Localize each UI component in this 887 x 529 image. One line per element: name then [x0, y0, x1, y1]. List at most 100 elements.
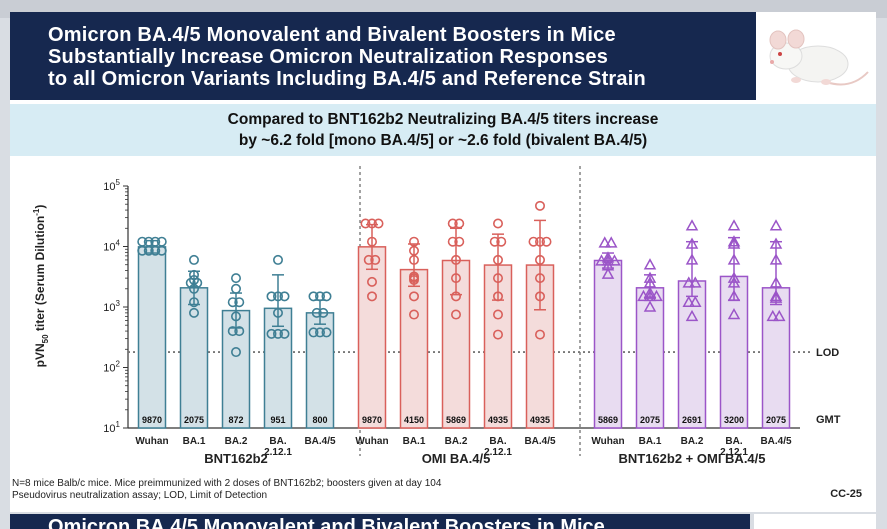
data-point: [598, 236, 612, 248]
data-point: [321, 291, 332, 302]
data-point: [408, 291, 419, 302]
y-axis-label-part: 50: [41, 334, 50, 343]
data-point: [492, 329, 503, 340]
gmt-value-label: 2075: [766, 415, 786, 425]
data-point: [688, 295, 702, 307]
data-point: [685, 219, 699, 231]
x-tick-label: BA.4/5: [760, 436, 792, 447]
data-point: [308, 327, 319, 338]
data-point: [279, 291, 290, 302]
data-point: [643, 258, 657, 270]
data-point: [769, 289, 783, 302]
x-tick-label: Wuhan: [135, 436, 168, 447]
y-tick-label: 102: [103, 360, 120, 375]
data-point: [272, 291, 283, 302]
data-point: [272, 307, 283, 318]
data-point: [534, 236, 545, 247]
x-tick-label: Wuhan: [355, 436, 388, 447]
titer-chart: pVN50 titer (Serum Dilution-1) 101102103…: [32, 166, 841, 466]
data-point: [231, 311, 242, 322]
data-point: [727, 271, 741, 283]
mouse-image: [756, 12, 876, 100]
data-point: [366, 236, 377, 247]
gmt-value-label: 951: [270, 415, 285, 425]
data-point: [189, 297, 200, 308]
data-point: [643, 289, 657, 302]
bar: [137, 246, 167, 429]
data-point: [454, 236, 465, 247]
data-point: [682, 295, 696, 307]
data-point: [150, 236, 161, 247]
data-point: [450, 273, 461, 284]
data-point: [266, 328, 277, 339]
data-point: [727, 219, 741, 231]
x-tick-label: BA.4/5: [524, 436, 556, 447]
data-point: [772, 309, 786, 322]
subheading-line-2: by ~6.2 fold [mono BA.4/5] or ~2.6 fold …: [238, 132, 648, 149]
slide: Omicron BA.4/5 Monovalent and Bivalent B…: [10, 12, 876, 512]
group-label: BNT162b2: [204, 451, 268, 466]
y-tick-base: 10: [103, 363, 115, 375]
data-point: [450, 309, 461, 320]
data-point: [272, 254, 283, 265]
title-line-2: Substantially Increase Omicron Neutraliz…: [48, 46, 609, 68]
bar: [761, 287, 791, 429]
mouse-icon: [769, 29, 869, 86]
data-point: [314, 291, 325, 302]
y-tick-base: 10: [103, 423, 115, 435]
x-tick-label: BA.: [489, 436, 506, 447]
data-point: [643, 271, 657, 283]
y-axis-label-part: titer (Serum Dilution: [33, 216, 47, 335]
bar: [179, 287, 209, 429]
data-point: [685, 237, 699, 249]
data-point: [189, 269, 200, 280]
data-point: [227, 297, 238, 308]
gmt-value-label: 800: [312, 415, 327, 425]
group-label: BNT162b2 + OMI BA.4/5: [618, 451, 765, 466]
data-point: [137, 236, 148, 247]
data-point: [311, 307, 322, 318]
data-point: [769, 276, 783, 288]
x-tick-label: BA.2: [225, 436, 248, 447]
y-tick-exponent: 3: [116, 299, 121, 308]
data-point: [272, 328, 283, 339]
gmt-value-label: 2691: [682, 415, 702, 425]
y-tick-base: 10: [103, 181, 115, 193]
data-point: [408, 309, 419, 320]
data-point: [769, 219, 783, 231]
x-tick-label: 2.12.1: [484, 447, 512, 458]
data-point: [308, 291, 319, 302]
x-tick-label: 2.12.1: [264, 447, 292, 458]
y-axis-label-part: -1: [32, 208, 41, 216]
y-tick-exponent: 4: [116, 239, 121, 248]
data-point: [447, 236, 458, 247]
y-tick-exponent: 5: [116, 178, 121, 187]
data-point: [408, 271, 419, 282]
slide-number: CC-25: [830, 488, 862, 500]
y-tick-base: 10: [103, 302, 115, 314]
gmt-value-label: 2075: [184, 415, 204, 425]
bar: [399, 268, 429, 429]
data-point: [528, 236, 539, 247]
y-axis-label: pVN50 titer (Serum Dilution-1): [32, 205, 50, 368]
data-point: [534, 254, 545, 265]
data-point: [279, 328, 290, 339]
data-point: [231, 283, 242, 294]
data-point: [769, 237, 783, 249]
data-point: [143, 236, 154, 247]
data-point: [234, 297, 245, 308]
data-point: [766, 309, 780, 322]
data-point: [534, 329, 545, 340]
data-point: [360, 218, 371, 229]
data-point: [156, 236, 167, 247]
data-point: [685, 309, 699, 322]
bar: [357, 246, 387, 429]
next-slide-image: [754, 514, 876, 529]
data-point: [682, 276, 696, 288]
gmt-value-label: 4935: [530, 415, 550, 425]
gmt-value-label: 4935: [488, 415, 508, 425]
data-point: [363, 254, 374, 265]
data-point: [231, 347, 242, 358]
data-point: [601, 251, 615, 263]
x-tick-label: BA.2: [681, 436, 704, 447]
